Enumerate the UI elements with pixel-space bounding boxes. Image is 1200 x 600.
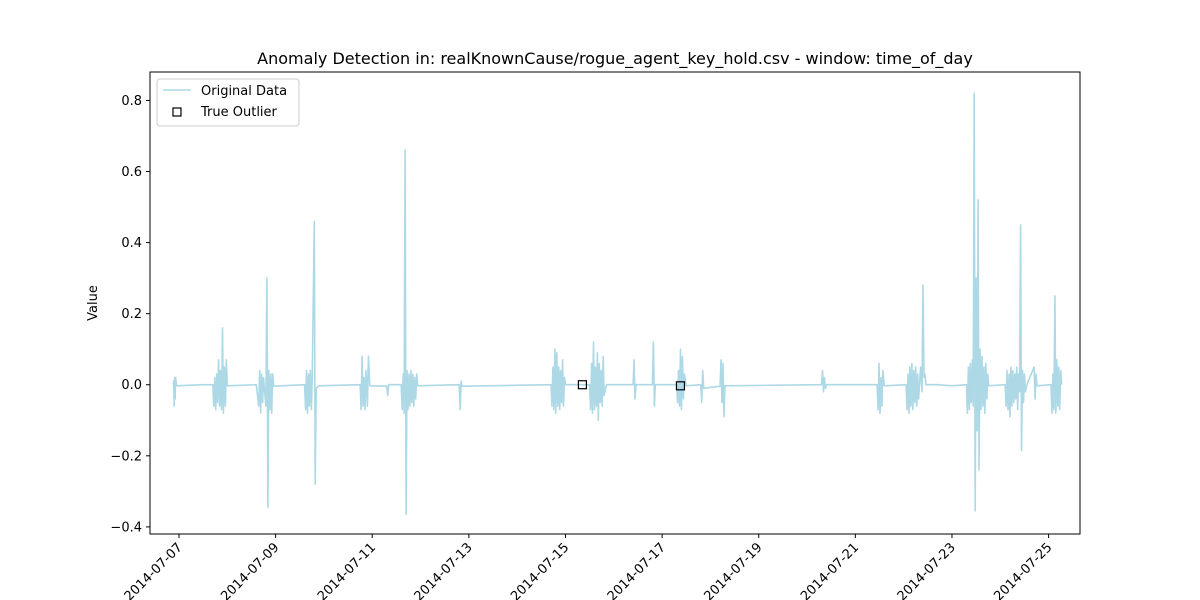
x-tick-label: 2014-07-23 xyxy=(895,540,959,600)
legend-label-true-outlier: True Outlier xyxy=(200,105,278,120)
x-tick-label: 2014-07-17 xyxy=(605,540,669,600)
chart-title: Anomaly Detection in: realKnownCause/rog… xyxy=(257,49,973,69)
plot-area xyxy=(149,71,1081,535)
x-tick-label: 2014-07-15 xyxy=(508,540,572,600)
y-tick-label: −0.2 xyxy=(110,449,142,464)
y-tick-label: 0.8 xyxy=(121,94,142,109)
x-tick-label: 2014-07-07 xyxy=(122,540,186,600)
y-axis: −0.4 −0.2 0.0 0.2 0.4 0.6 0.8 xyxy=(110,94,150,535)
x-tick-label: 2014-07-09 xyxy=(218,540,282,600)
legend-label-original-data: Original Data xyxy=(201,84,287,99)
x-tick-label: 2014-07-21 xyxy=(798,540,862,600)
y-tick-label: 0.0 xyxy=(121,378,142,393)
y-tick-label: 0.4 xyxy=(121,236,142,251)
series-layer xyxy=(172,92,1063,516)
legend-box xyxy=(156,78,300,127)
x-tick-label: 2014-07-25 xyxy=(991,540,1055,600)
y-tick-label: −0.4 xyxy=(110,520,142,535)
series-line-original-data xyxy=(172,92,1063,516)
y-axis-label: Value xyxy=(86,285,101,321)
x-axis: 2014-07-07 2014-07-09 2014-07-11 2014-07-13… xyxy=(122,534,1055,600)
x-tick-label: 2014-07-13 xyxy=(412,540,476,600)
true-outlier-point xyxy=(577,380,587,390)
y-tick-label: 0.2 xyxy=(121,307,142,322)
y-tick-label: 0.6 xyxy=(121,165,142,180)
true-outlier-point xyxy=(675,381,686,391)
x-tick-label: 2014-07-11 xyxy=(315,540,379,600)
legend-marker-swatch xyxy=(172,107,182,117)
legend: Original Data True Outlier xyxy=(156,78,300,127)
x-tick-label: 2014-07-19 xyxy=(702,540,766,600)
